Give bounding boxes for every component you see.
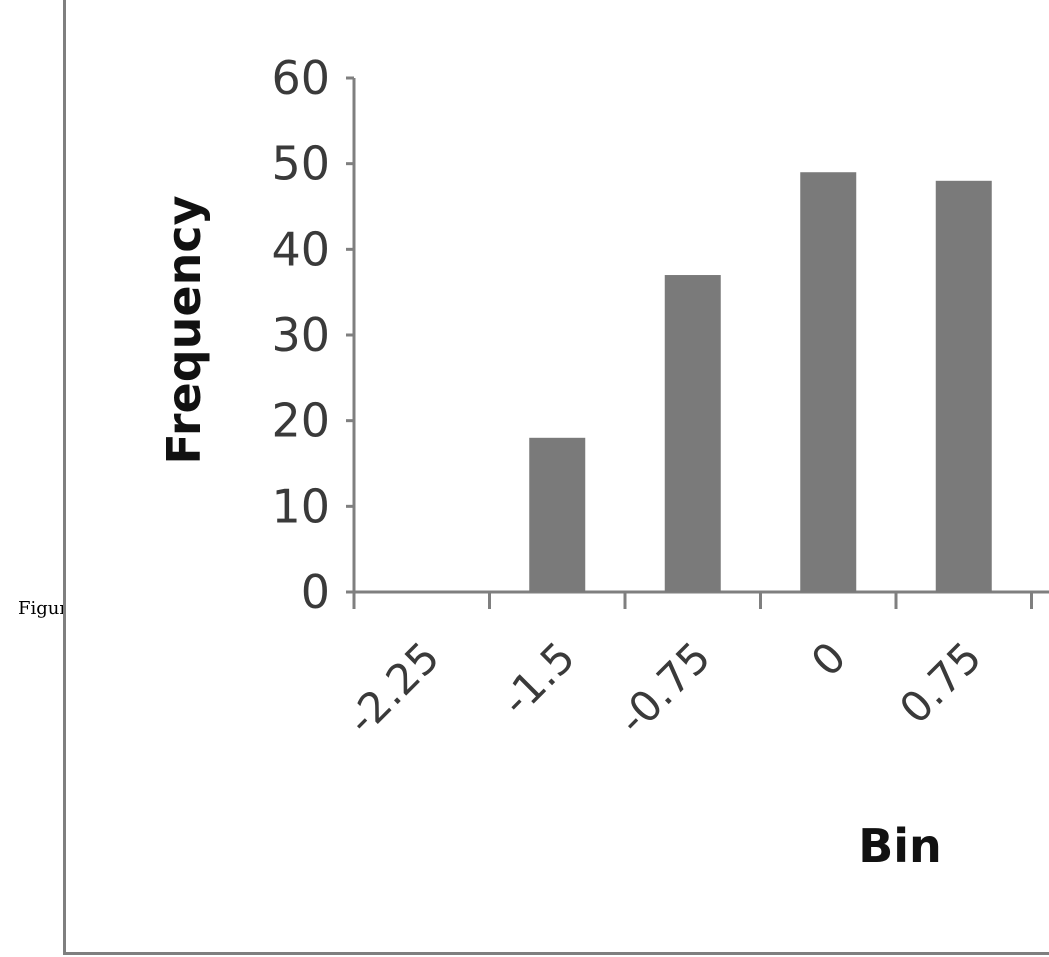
bar: [800, 172, 857, 592]
x-tick-label: -1.5: [492, 632, 585, 725]
bar: [935, 180, 992, 593]
bar: [664, 275, 721, 592]
y-tick-label: 40: [271, 222, 330, 276]
y-tick-label: 20: [271, 394, 330, 448]
y-tick-label: 0: [301, 565, 330, 619]
figure-caption: Figure: [18, 598, 63, 619]
x-tick-label: -0.75: [608, 632, 719, 743]
x-tick-label: 0.75: [890, 632, 991, 733]
x-axis-title: Bin: [858, 819, 942, 873]
y-tick-label: 50: [271, 137, 330, 191]
frequency-histogram: 0 10 20 30 40 50 60 -2.25 -1.5 -0.75 0 0.75 1.5 Fre…: [157, 51, 1049, 873]
bar: [529, 437, 586, 592]
x-tick-label: 1.5: [1044, 632, 1049, 714]
x-tick-label: 0: [802, 632, 856, 686]
y-tick-label: 10: [271, 479, 330, 533]
bars: [529, 172, 992, 593]
x-tick-label: -2.25: [337, 632, 448, 743]
x-axis: -2.25 -1.5 -0.75 0 0.75 1.5: [337, 590, 1049, 744]
y-axis-title: Frequency: [157, 195, 211, 464]
y-tick-label: 30: [271, 308, 330, 362]
y-tick-label: 60: [271, 51, 330, 105]
chart-frame: 0 10 20 30 40 50 60 -2.25 -1.5 -0.75 0 0.75 1.5 Fre…: [63, 0, 1049, 955]
y-axis: 0 10 20 30 40 50 60: [271, 51, 356, 619]
